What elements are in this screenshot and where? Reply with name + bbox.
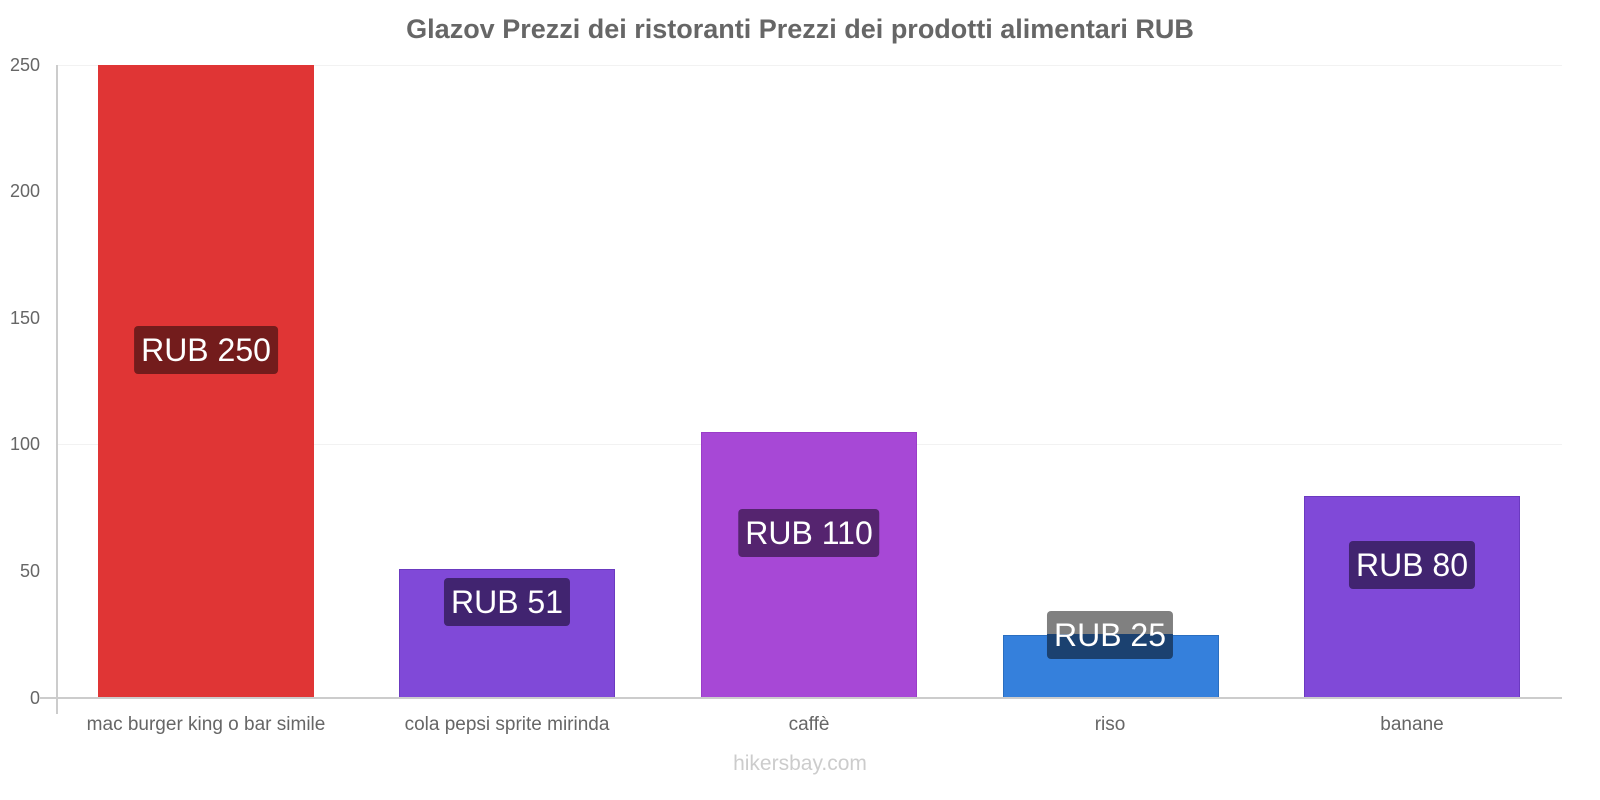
xtick-label: banane [1380, 714, 1444, 735]
bar-caffe[interactable] [701, 432, 917, 698]
ytick-250: 250 [9, 55, 40, 75]
xtick-label: cola pepsi sprite mirinda [404, 714, 610, 735]
y-axis [56, 65, 58, 714]
data-label: RUB 51 [443, 578, 571, 626]
gridline-250 [56, 65, 1562, 66]
bar-mac-burger-king[interactable] [98, 65, 314, 698]
xtick-label: mac burger king o bar simile [86, 714, 326, 735]
ytick-150: 150 [9, 308, 40, 328]
source-watermark: hikersbay.com [733, 752, 867, 775]
ytick-100: 100 [9, 434, 40, 454]
bar-banane[interactable] [1304, 496, 1520, 698]
ytick-0: 0 [29, 688, 40, 708]
ytick-50: 50 [19, 561, 40, 581]
xtick-label: riso [1094, 714, 1126, 735]
ytick-200: 200 [9, 181, 40, 201]
data-label: RUB 110 [738, 509, 880, 557]
chart-title: Glazov Prezzi dei ristoranti Prezzi dei … [406, 14, 1194, 44]
data-label: RUB 80 [1348, 541, 1476, 589]
data-label: RUB 250 [134, 326, 278, 374]
data-label: RUB 25 [1046, 611, 1174, 659]
x-axis [40, 697, 1562, 699]
xtick-label: caffè [788, 714, 830, 735]
